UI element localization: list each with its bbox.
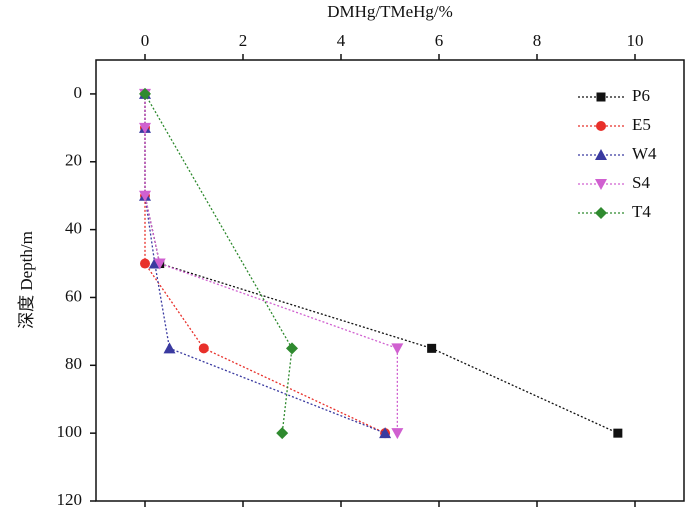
x-tick-label: 0	[141, 31, 150, 50]
legend-marker	[595, 149, 607, 160]
x-tick-label: 4	[337, 31, 346, 50]
y-tick-label: 100	[57, 422, 83, 441]
data-point	[391, 343, 404, 355]
legend-label: E5	[632, 115, 651, 134]
series-line	[144, 93, 293, 434]
data-point	[613, 428, 623, 438]
series-line	[144, 93, 386, 434]
x-tick-label: 8	[533, 31, 542, 50]
x-tick-label: 10	[627, 31, 644, 50]
y-tick-label: 0	[74, 83, 83, 102]
legend-label: W4	[632, 144, 657, 163]
data-point	[140, 258, 150, 269]
legend-label: P6	[632, 86, 650, 105]
legend-marker	[596, 92, 606, 102]
data-point	[139, 87, 151, 100]
y-tick-label: 80	[65, 354, 82, 373]
y-axis-label: 深度 Depth/m	[17, 231, 36, 329]
data-point	[391, 428, 404, 440]
y-tick-label: 60	[65, 286, 82, 305]
data-point	[163, 342, 176, 354]
series-line	[144, 93, 398, 434]
x-tick-label: 6	[435, 31, 444, 50]
data-point	[139, 190, 151, 202]
legend-label: S4	[632, 173, 650, 192]
legend-label: T4	[632, 202, 651, 221]
legend-marker	[595, 179, 607, 190]
data-point	[276, 427, 289, 440]
y-tick-label: 20	[65, 151, 82, 170]
legend-marker	[595, 207, 607, 219]
y-tick-label: 40	[65, 219, 82, 238]
data-point	[286, 342, 298, 355]
x-axis-label: DMHg/TMeHg/%	[327, 2, 453, 21]
data-point	[198, 343, 209, 354]
x-tick-label: 2	[239, 31, 248, 50]
data-point	[379, 427, 392, 439]
data-point	[139, 122, 151, 134]
y-tick-label: 120	[57, 490, 83, 509]
plot-frame	[95, 59, 685, 502]
data-point	[427, 343, 437, 353]
series-line	[144, 93, 619, 434]
legend-marker	[596, 121, 606, 131]
series-line	[144, 93, 386, 434]
data-point	[153, 258, 166, 270]
